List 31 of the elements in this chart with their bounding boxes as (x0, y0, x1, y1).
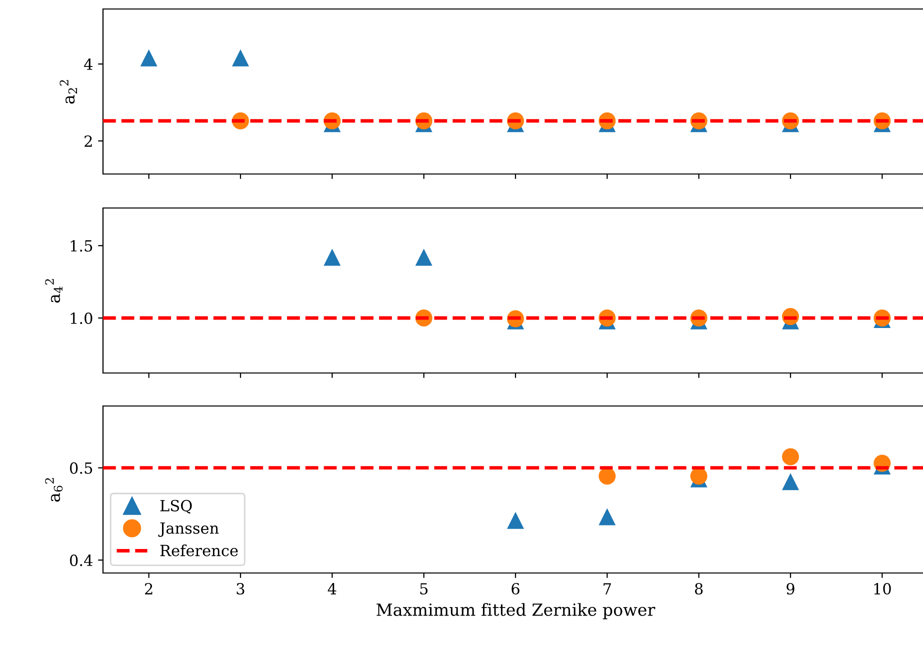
point (415, 248, 432, 266)
point (782, 448, 800, 466)
point (232, 49, 250, 66)
x-tick-label: 7 (604, 583, 611, 594)
y-tick-label: 1.5 (70, 240, 92, 252)
y-tick-label: 2 (84, 135, 92, 147)
legend-label: Janssen (158, 522, 219, 537)
point (324, 248, 341, 266)
y-axis-title: a$_{6}$$^{2}$ (45, 478, 63, 502)
x-tick-label: 2 (145, 582, 152, 594)
y-tick-label: 0.4 (70, 554, 93, 566)
point (140, 49, 158, 66)
x-tick-label: 9 (786, 582, 794, 595)
x-tick-label: 4 (328, 582, 336, 594)
y-axis-title: a$_{2}$$^{2}$ (60, 80, 78, 104)
point (598, 508, 616, 526)
x-tick-label: 5 (420, 583, 428, 595)
x-axis-title: Maxmimum fitted Zernike power (376, 603, 656, 620)
y-tick-label: 1.0 (70, 312, 92, 324)
point (598, 468, 616, 485)
point (782, 473, 800, 490)
x-tick-label: 8 (694, 582, 703, 595)
x-tick-label: 6 (512, 582, 520, 595)
x-tick-label: 10 (874, 582, 891, 595)
legend-label: LSQ (160, 500, 192, 514)
x-tick-label: 3 (236, 582, 244, 595)
y-tick-label: 0.5 (70, 462, 92, 474)
point (506, 512, 524, 529)
y-axis-title: a$_{4}$$^{2}$ (45, 279, 62, 303)
y-tick-label: 4 (84, 58, 93, 70)
legend-label: Reference (160, 544, 238, 556)
